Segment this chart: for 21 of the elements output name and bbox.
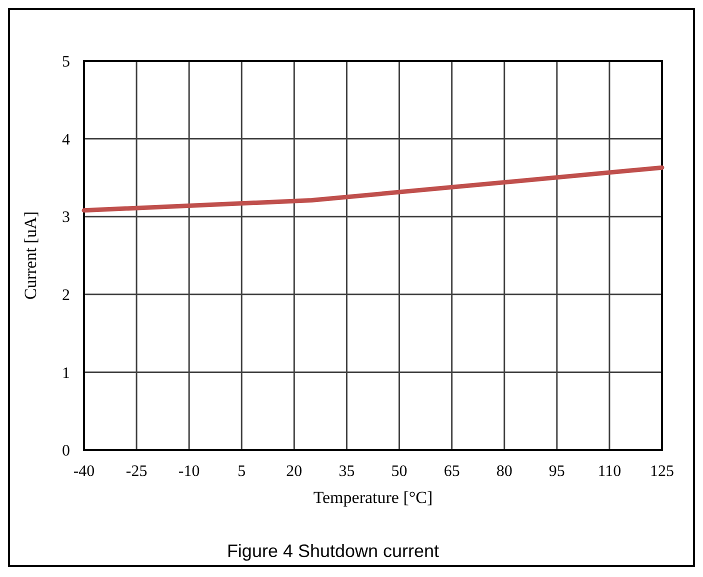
y-tick-label: 4 (62, 131, 70, 148)
y-tick-label: 0 (62, 442, 70, 460)
x-tick-label: -40 (73, 463, 95, 480)
x-tick-label: 95 (548, 463, 565, 480)
x-tick-label: -10 (178, 463, 200, 480)
x-tick-label: -25 (126, 463, 148, 480)
caption: Figure 4 Shutdown current (226, 541, 440, 561)
x-tick-label: 65 (444, 463, 460, 480)
y-tick-label: 1 (62, 364, 70, 382)
x-tick-label: 125 (650, 463, 674, 480)
x-tick-label: 80 (496, 463, 512, 480)
y-tick-label: 2 (62, 287, 70, 304)
x-tick-label: 20 (286, 463, 302, 480)
y-tick-label: 3 (62, 209, 70, 226)
x-tick-label: 110 (598, 463, 622, 480)
y-axis-title: Current [uA] (21, 211, 40, 300)
y-tick-label: 5 (62, 54, 70, 71)
x-tick-label: 5 (238, 463, 246, 480)
x-tick-label: 35 (338, 463, 355, 480)
x-tick-label: 50 (391, 463, 408, 480)
x-axis-title: Temperature [°C] (313, 488, 433, 507)
